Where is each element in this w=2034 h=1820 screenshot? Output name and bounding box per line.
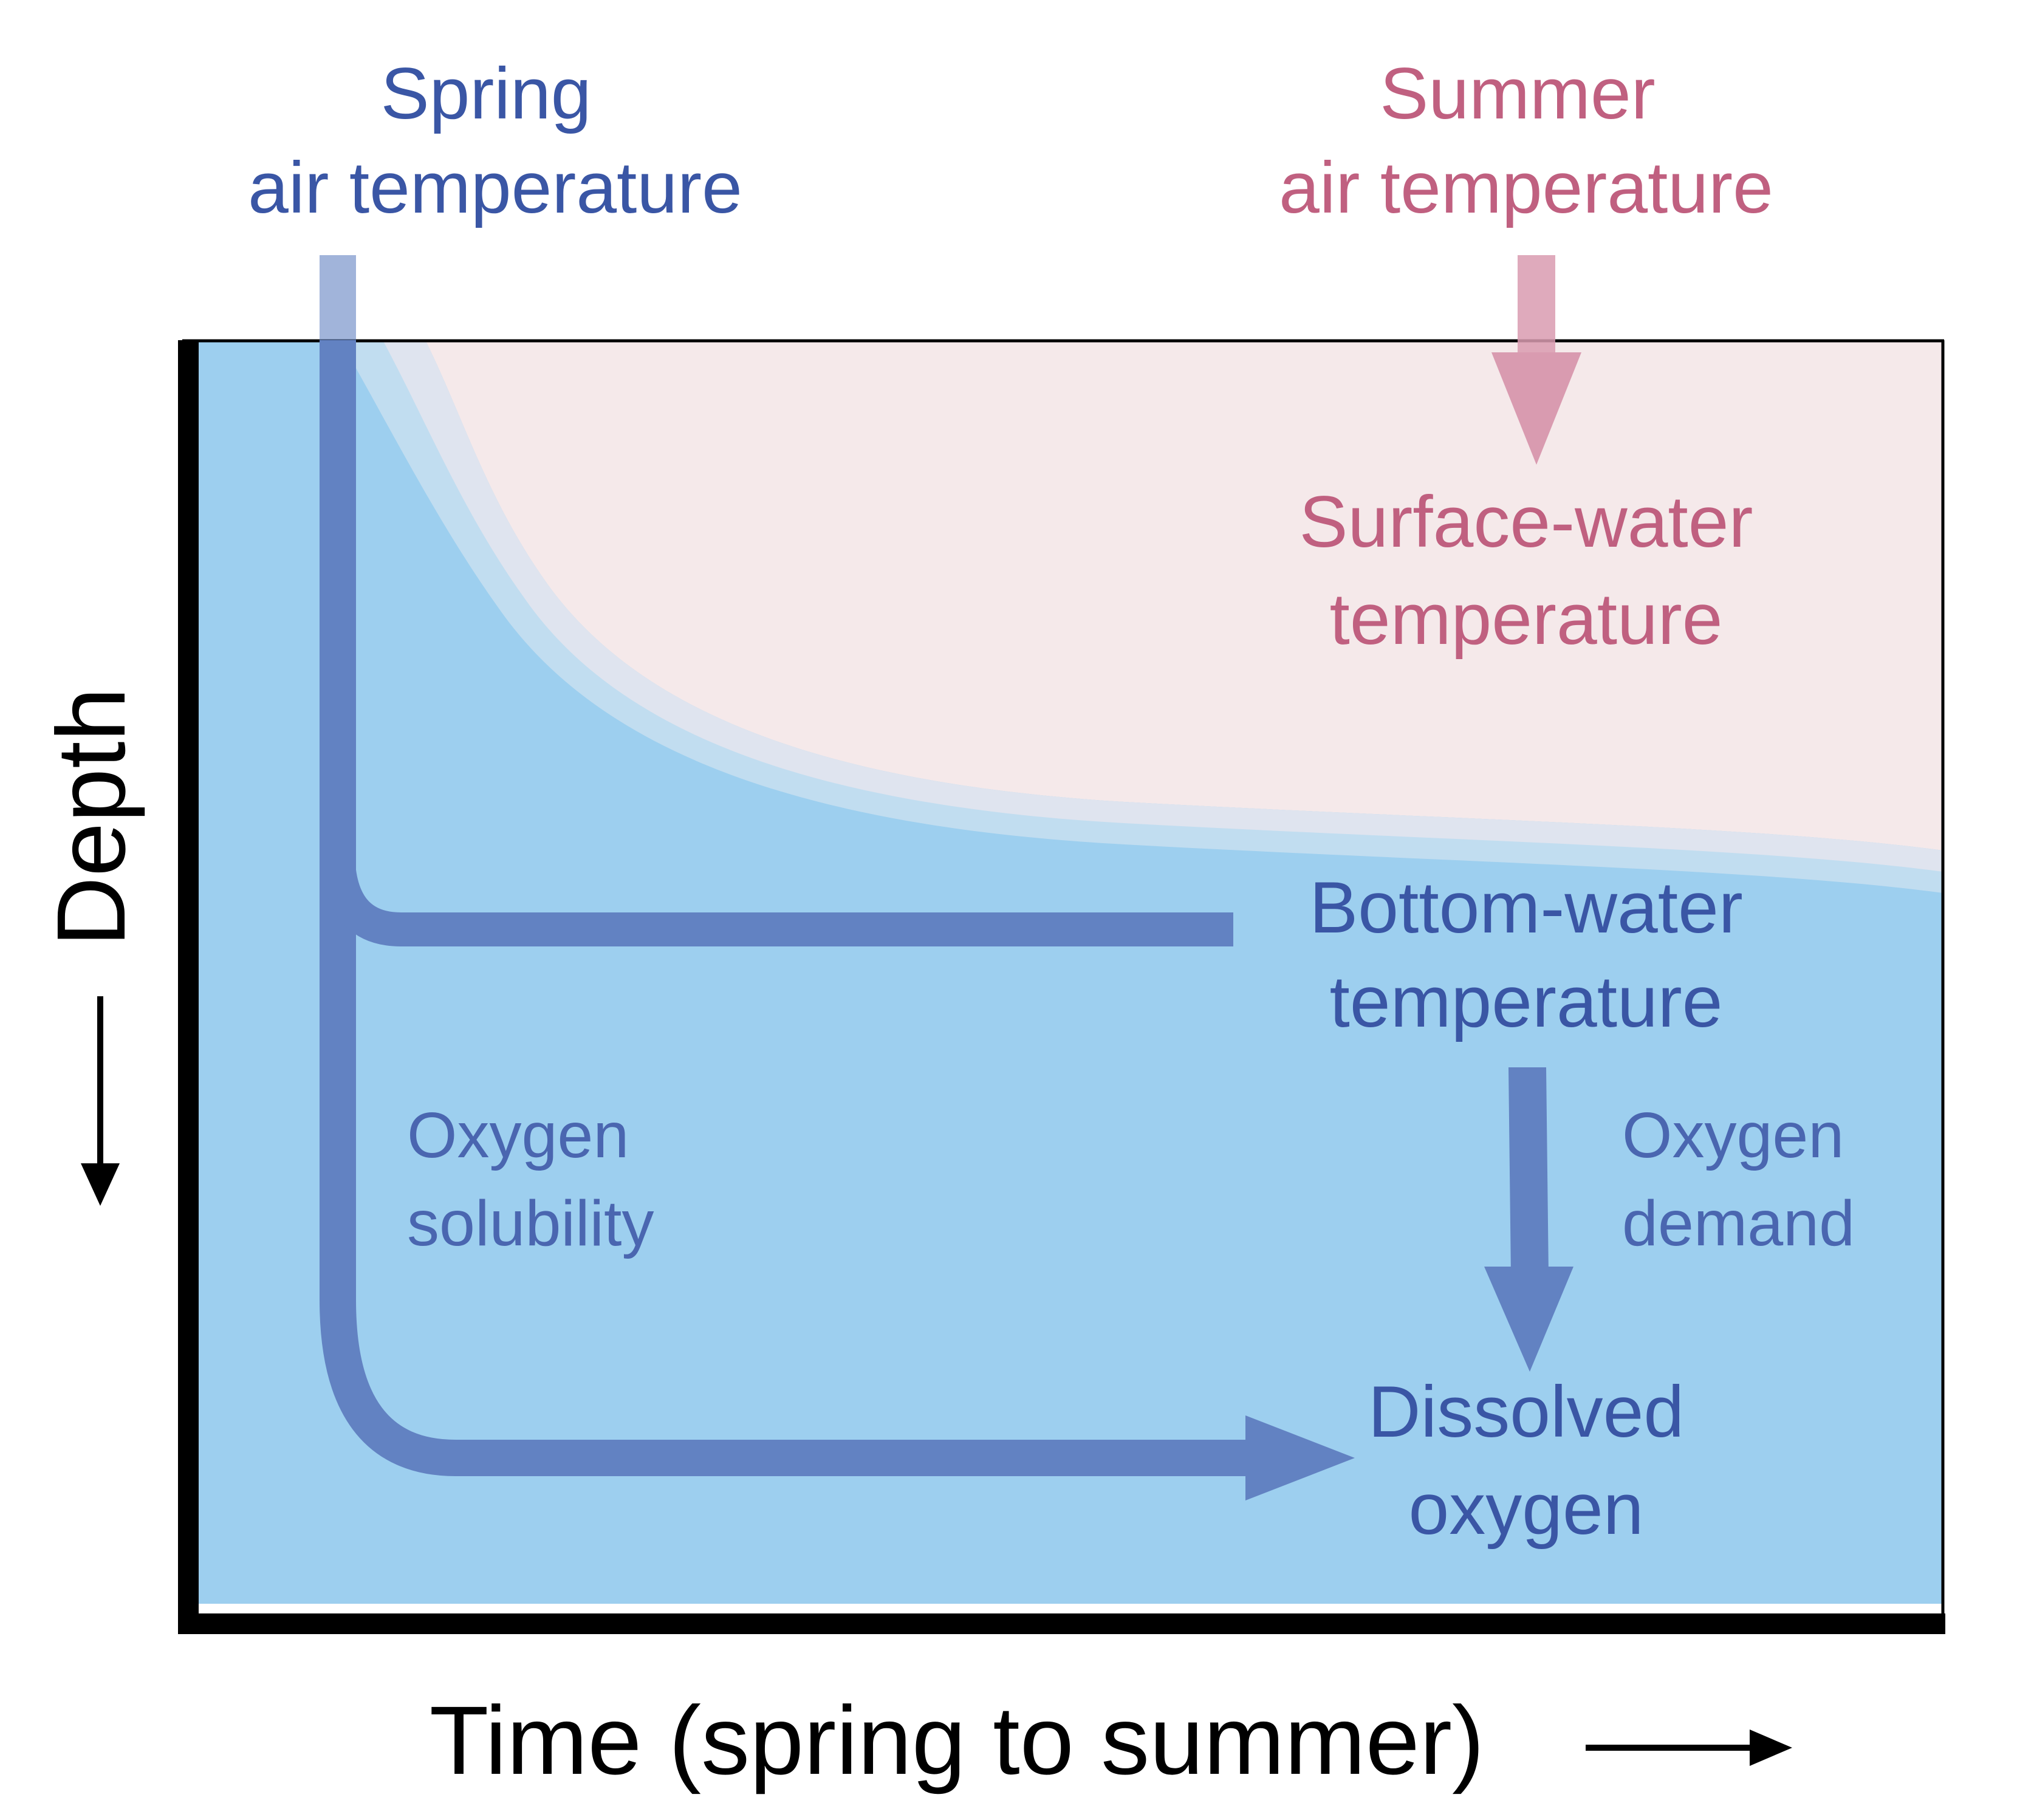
demand-label-line1: Oxygen xyxy=(1622,1100,1844,1171)
bottom-water-branch xyxy=(321,850,1233,946)
oxygen-demand-flow xyxy=(1484,1067,1573,1372)
summer-label-line1: Summer xyxy=(1380,53,1655,134)
warm-surface-layer xyxy=(425,340,1943,850)
summer-air-arrowhead xyxy=(1491,352,1581,465)
surface-label-line2: temperature xyxy=(1330,578,1723,660)
spring-label-line1: Spring xyxy=(381,53,592,134)
oxygen-demand-arrowhead xyxy=(1484,1267,1573,1372)
axis-arrows xyxy=(81,996,1792,1766)
spring-label-line2: air temperature xyxy=(248,147,742,228)
bottom-label-line1: Bottom-water xyxy=(1309,867,1743,948)
plot-frame xyxy=(178,339,1945,1634)
time-arrow-head xyxy=(1750,1729,1792,1766)
summer-flow xyxy=(1491,255,1581,465)
solubility-label-line2: solubility xyxy=(407,1188,654,1259)
solubility-label-line1: Oxygen xyxy=(407,1100,629,1171)
dissolved-label-line2: oxygen xyxy=(1409,1468,1644,1550)
water-body xyxy=(182,340,1943,1604)
surface-label-line1: Surface-water xyxy=(1300,481,1753,563)
demand-label-line2: demand xyxy=(1622,1188,1855,1259)
summer-label-line2: air temperature xyxy=(1279,147,1773,228)
solubility-path xyxy=(320,340,1252,1476)
spring-air-stub xyxy=(320,255,356,341)
thermocline-transition xyxy=(340,340,1943,893)
x-axis-label: Time (spring to summer) xyxy=(430,1686,1485,1794)
dissolved-label-line1: Dissolved xyxy=(1368,1371,1684,1452)
y-axis-label: Depth xyxy=(36,688,145,947)
dissolved-oxygen-arrowhead xyxy=(1245,1415,1355,1500)
depth-arrow-head xyxy=(81,1163,120,1206)
summer-air-shaft xyxy=(1518,255,1555,358)
labels: Spring air temperature Summer air temper… xyxy=(36,53,1855,1794)
bottom-label-line2: temperature xyxy=(1330,961,1723,1042)
spring-flow xyxy=(320,255,1355,1500)
oxygen-demand-shaft xyxy=(1508,1067,1549,1276)
